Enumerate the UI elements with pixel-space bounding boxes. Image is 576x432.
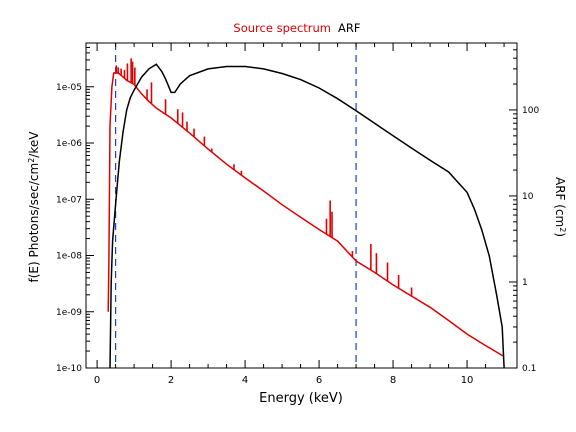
y-right-label-tail: )	[553, 232, 567, 237]
y-axis-label-right: ARF (cm2)	[553, 177, 568, 237]
y-right-tick-label: 100	[522, 106, 539, 116]
y-right-tick-label: 0.1	[522, 364, 536, 374]
source-spectrum-curve	[107, 71, 505, 358]
y-left-tick-label: 1e-07	[56, 195, 82, 205]
y-left-tick-label: 1e-09	[56, 308, 82, 318]
x-tick-label: 2	[168, 375, 174, 386]
x-tick-label: 8	[390, 375, 396, 386]
chart-title-source: Source spectrum	[233, 21, 331, 35]
y-left-tick-label: 1e-05	[56, 83, 82, 93]
y-left-tick-label: 1e-10	[56, 364, 82, 374]
x-tick-label: 4	[242, 375, 248, 386]
y-right-tick-label: 1	[522, 278, 528, 288]
y-left-label-tail: /keV	[27, 131, 41, 158]
chart-title-arf: ARF	[338, 21, 360, 35]
y-left-tick-label: 1e-06	[56, 139, 82, 149]
y-right-tick-label: 10	[522, 192, 534, 202]
x-tick-label: 10	[461, 375, 474, 386]
y-axis-label-left: f(E) Photons/sec/cm2/keV	[27, 131, 42, 283]
y-left-label-main: f(E) Photons/sec/cm	[27, 163, 41, 283]
x-axis-label: Energy (keV)	[259, 391, 343, 406]
x-tick-label: 6	[316, 375, 322, 386]
x-tick-label: 0	[94, 375, 100, 386]
y-left-tick-label: 1e-08	[56, 252, 82, 262]
y-right-label-sup: 2	[559, 227, 568, 232]
y-right-label-main: ARF (cm	[553, 177, 567, 227]
plot-frame	[85, 42, 518, 369]
y-left-label-sup: 2	[27, 158, 36, 163]
arf-curve	[109, 63, 505, 368]
